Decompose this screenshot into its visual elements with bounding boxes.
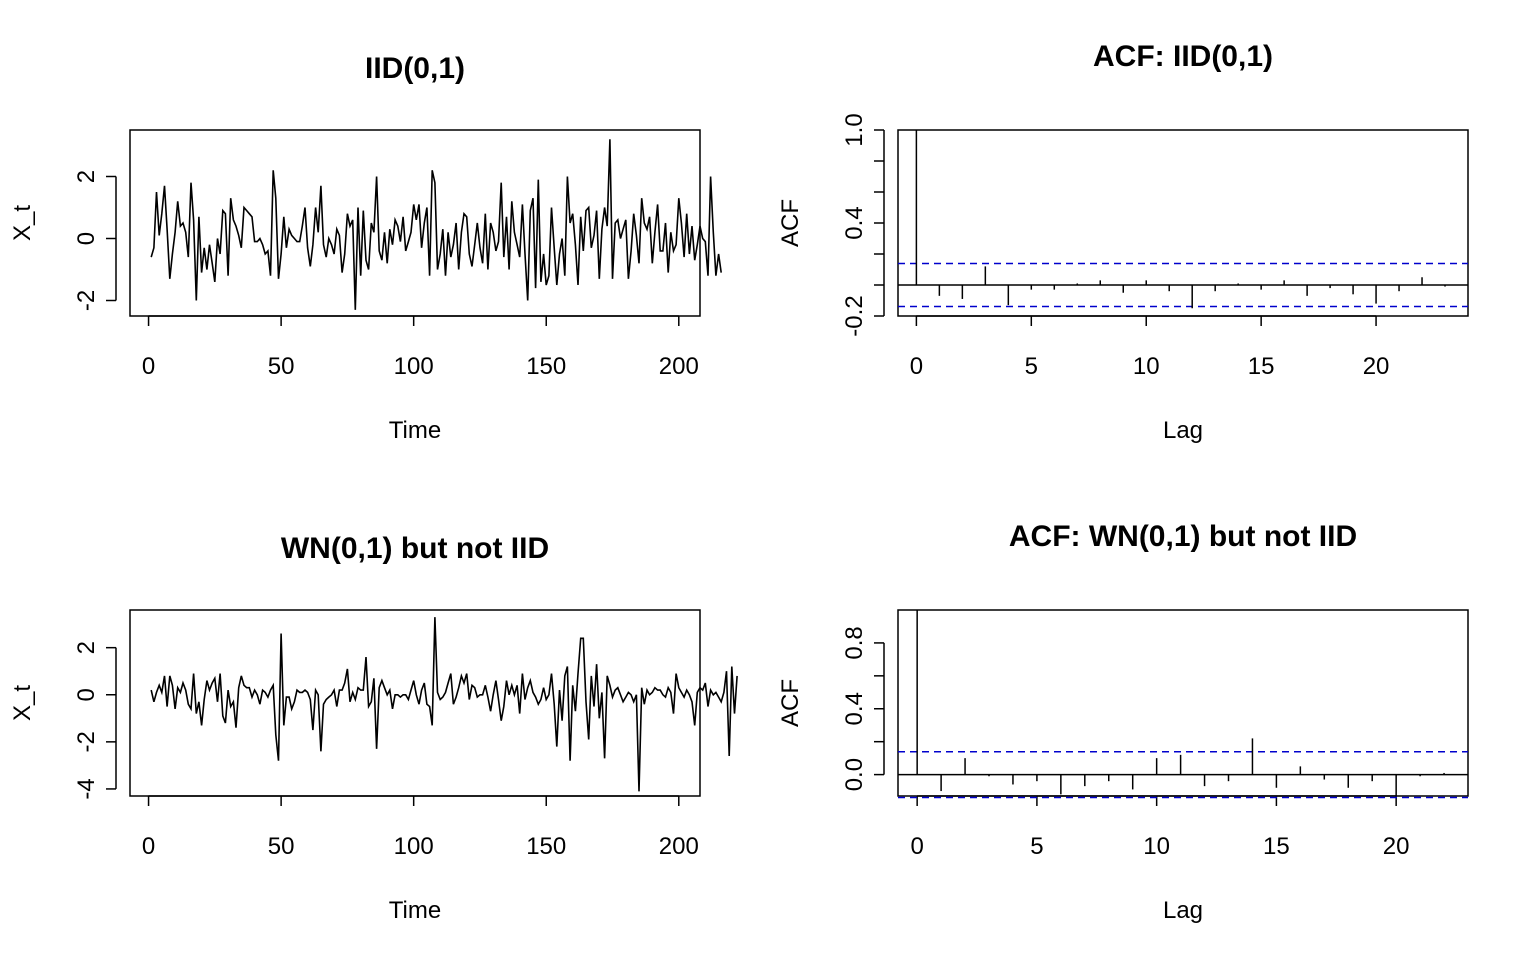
y-tick-label: -2	[73, 731, 100, 752]
x-tick-label: 15	[1263, 833, 1290, 860]
x-tick-label: 100	[394, 833, 434, 860]
panel-1: IID(0,1) 0 50 100 150 200 Time -2 0 2 X_t	[9, 52, 722, 444]
panel-4: ACF: WN(0,1) but not IID 0 5 10 15 20 Lag 0.0 0.…	[777, 520, 1469, 924]
y-tick-label: 0	[73, 232, 100, 245]
plot-frame	[129, 609, 701, 797]
x-tick-label: 0	[142, 833, 155, 860]
y-axis-label: ACF	[777, 679, 804, 727]
x-tick-label: 20	[1383, 833, 1410, 860]
x-tick-label: 100	[394, 353, 434, 380]
chart-title: WN(0,1) but not IID	[281, 532, 549, 565]
x-tick-label: 150	[526, 833, 566, 860]
x-tick-label: 50	[268, 833, 295, 860]
panel-3: WN(0,1) but not IID 0 50 100 150 200 Time -4 -2 0…	[9, 532, 738, 924]
y-tick-label: -0.2	[841, 295, 868, 336]
y-axis-label: X_t	[9, 205, 36, 241]
y-tick-label: 2	[73, 641, 100, 654]
x-tick-label: 15	[1248, 353, 1275, 380]
x-tick-label: 5	[1025, 353, 1038, 380]
y-axis-label: ACF	[777, 199, 804, 247]
x-tick-label: 5	[1030, 833, 1043, 860]
plot-frame	[897, 609, 1469, 797]
x-tick-label: 10	[1143, 833, 1170, 860]
x-axis-label: Lag	[1163, 897, 1203, 924]
x-tick-label: 200	[659, 353, 699, 380]
y-tick-label: 0	[73, 688, 100, 701]
x-tick-label: 20	[1363, 353, 1390, 380]
x-tick-label: 150	[526, 353, 566, 380]
y-tick-label: 0.0	[841, 758, 868, 791]
plot-frame	[897, 129, 1469, 317]
x-tick-label: 0	[910, 833, 923, 860]
series-line	[150, 617, 738, 792]
x-tick-label: 200	[659, 833, 699, 860]
y-tick-label: -4	[73, 778, 100, 799]
y-tick-label: 0.4	[841, 206, 868, 239]
y-tick-label: 0.4	[841, 692, 868, 725]
y-tick-label: 1.0	[841, 113, 868, 146]
x-tick-label: 0	[142, 353, 155, 380]
x-axis-label: Time	[389, 897, 441, 924]
x-tick-label: 50	[268, 353, 295, 380]
chart-title: ACF: WN(0,1) but not IID	[1009, 520, 1357, 553]
chart-title: ACF: IID(0,1)	[1093, 40, 1273, 73]
x-axis-label: Time	[389, 417, 441, 444]
y-tick-label: -2	[73, 290, 100, 311]
y-axis-label: X_t	[9, 685, 36, 721]
y-tick-label: 0.8	[841, 626, 868, 659]
x-axis-label: Lag	[1163, 417, 1203, 444]
panel-2: ACF: IID(0,1) 0 5 10 15 20 Lag -0.2 0.4 1.0 ACF	[777, 40, 1469, 444]
chart-title: IID(0,1)	[365, 52, 465, 85]
series-line	[150, 139, 722, 310]
y-tick-label: 2	[73, 170, 100, 183]
x-tick-label: 0	[910, 353, 923, 380]
x-tick-label: 10	[1133, 353, 1160, 380]
